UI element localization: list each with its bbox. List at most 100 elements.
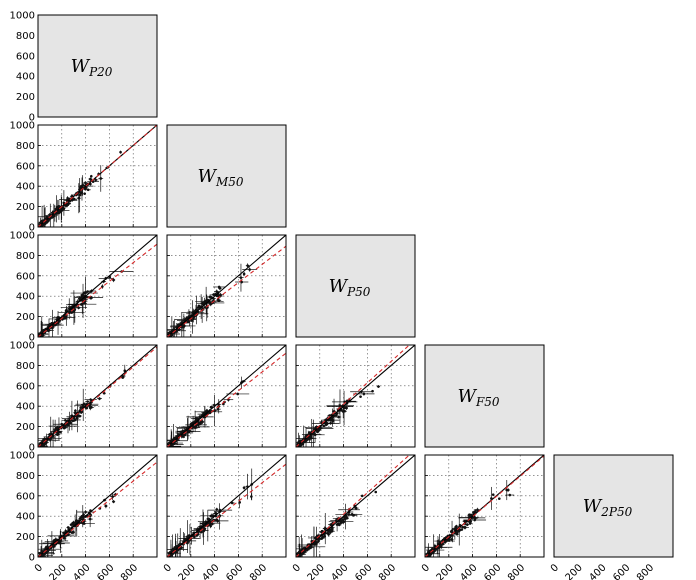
data-point — [250, 495, 253, 498]
data-point — [334, 414, 338, 417]
data-point — [70, 311, 73, 314]
data-point — [320, 530, 323, 534]
data-point — [89, 178, 93, 181]
data-point — [69, 523, 73, 526]
data-point — [309, 546, 313, 549]
data-point — [455, 530, 459, 534]
scatter-panel-1-0 — [37, 124, 158, 228]
diagonal-panel-2: WP50 — [295, 234, 416, 338]
x-tick-label: 600 — [611, 562, 632, 580]
y-tick-label: 200 — [16, 532, 35, 543]
data-point — [371, 389, 374, 393]
y-tick-label: 600 — [16, 51, 35, 62]
data-point — [360, 494, 364, 498]
y-tick-label: 600 — [16, 271, 35, 282]
data-point — [329, 530, 332, 534]
fit-line — [38, 346, 157, 447]
variable-label-base: W — [329, 276, 349, 297]
data-point — [89, 174, 93, 178]
identity-line — [167, 455, 286, 557]
data-point — [53, 323, 56, 327]
data-point — [88, 517, 92, 521]
data-point — [374, 490, 378, 494]
fit-line — [167, 245, 286, 337]
data-point — [506, 488, 510, 492]
data-point — [206, 517, 210, 521]
y-tick-label: 200 — [16, 202, 35, 213]
x-tick-label: 800 — [506, 562, 527, 580]
y-tick-label: 200 — [16, 92, 35, 103]
x-tick-label: 200 — [435, 562, 456, 580]
data-point — [48, 323, 52, 327]
scatter-panel-3-2 — [295, 344, 416, 448]
scatter-panel-3-1 — [166, 344, 287, 448]
y-tick-label: 0 — [29, 113, 35, 124]
scatter-panel-3-0 — [37, 344, 158, 448]
identity-line — [167, 235, 286, 337]
data-point — [246, 264, 249, 267]
data-point — [64, 316, 68, 319]
data-point — [343, 406, 347, 410]
data-point — [180, 546, 183, 550]
data-point — [342, 520, 346, 523]
data-point — [86, 188, 90, 192]
panel-plot-area — [296, 345, 415, 447]
data-point — [345, 406, 348, 410]
x-tick-label: 600 — [482, 562, 503, 580]
panel-frame — [424, 454, 545, 558]
x-tick-label: 400 — [200, 562, 221, 580]
y-tick-label: 200 — [16, 312, 35, 323]
x-tick-label: 400 — [329, 562, 350, 580]
diagonal-panel-background — [295, 234, 416, 338]
data-point — [78, 517, 82, 520]
variable-label-0: WP20 — [71, 56, 113, 79]
figure-root: WP20WM50WP50WF50W2P500200400600800100002… — [10, 11, 674, 580]
data-point — [84, 291, 87, 295]
data-point — [43, 437, 47, 441]
data-point — [217, 299, 221, 302]
data-point — [205, 298, 209, 302]
data-point — [209, 524, 212, 528]
y-tick-label: 1000 — [10, 11, 35, 22]
panel-frame — [295, 344, 416, 448]
data-point — [77, 196, 81, 200]
data-point — [98, 397, 101, 400]
panel-plot-area — [38, 235, 157, 337]
data-point — [200, 530, 203, 534]
x-tick-label: 400 — [71, 562, 92, 580]
data-point — [121, 376, 125, 379]
data-point — [497, 497, 501, 500]
x-tick-label: 200 — [177, 562, 198, 580]
data-point — [89, 406, 92, 410]
data-point — [450, 529, 454, 533]
y-tick-label: 0 — [29, 443, 35, 454]
panel-frame — [295, 454, 416, 558]
variable-label-sub: M50 — [215, 175, 244, 189]
diagonal-panel-background — [166, 124, 287, 228]
panel-frame — [37, 124, 158, 228]
diagonal-panel-3: WF50 — [424, 344, 545, 448]
data-point — [201, 522, 205, 525]
data-point — [57, 205, 60, 208]
variable-label-3: WF50 — [457, 386, 499, 409]
data-point — [84, 181, 87, 185]
x-tick-label: 400 — [587, 562, 608, 580]
data-point — [70, 414, 74, 417]
data-point — [314, 536, 318, 540]
diagonal-panel-1: WM50 — [166, 124, 287, 228]
data-point — [119, 150, 122, 154]
y-tick-label: 400 — [16, 182, 35, 193]
panel-plot-area — [425, 455, 544, 557]
data-point — [57, 211, 61, 215]
identity-line — [296, 345, 415, 447]
y-tick-label: 800 — [16, 31, 35, 42]
panel-plot-area — [296, 455, 415, 557]
data-point — [112, 278, 115, 282]
variable-label-base: W — [583, 496, 603, 517]
data-point — [308, 431, 312, 434]
data-point — [242, 272, 246, 276]
data-point — [308, 436, 311, 440]
x-tick-label: 0 — [162, 562, 174, 574]
y-tick-label: 800 — [16, 141, 35, 152]
identity-line — [38, 455, 157, 557]
